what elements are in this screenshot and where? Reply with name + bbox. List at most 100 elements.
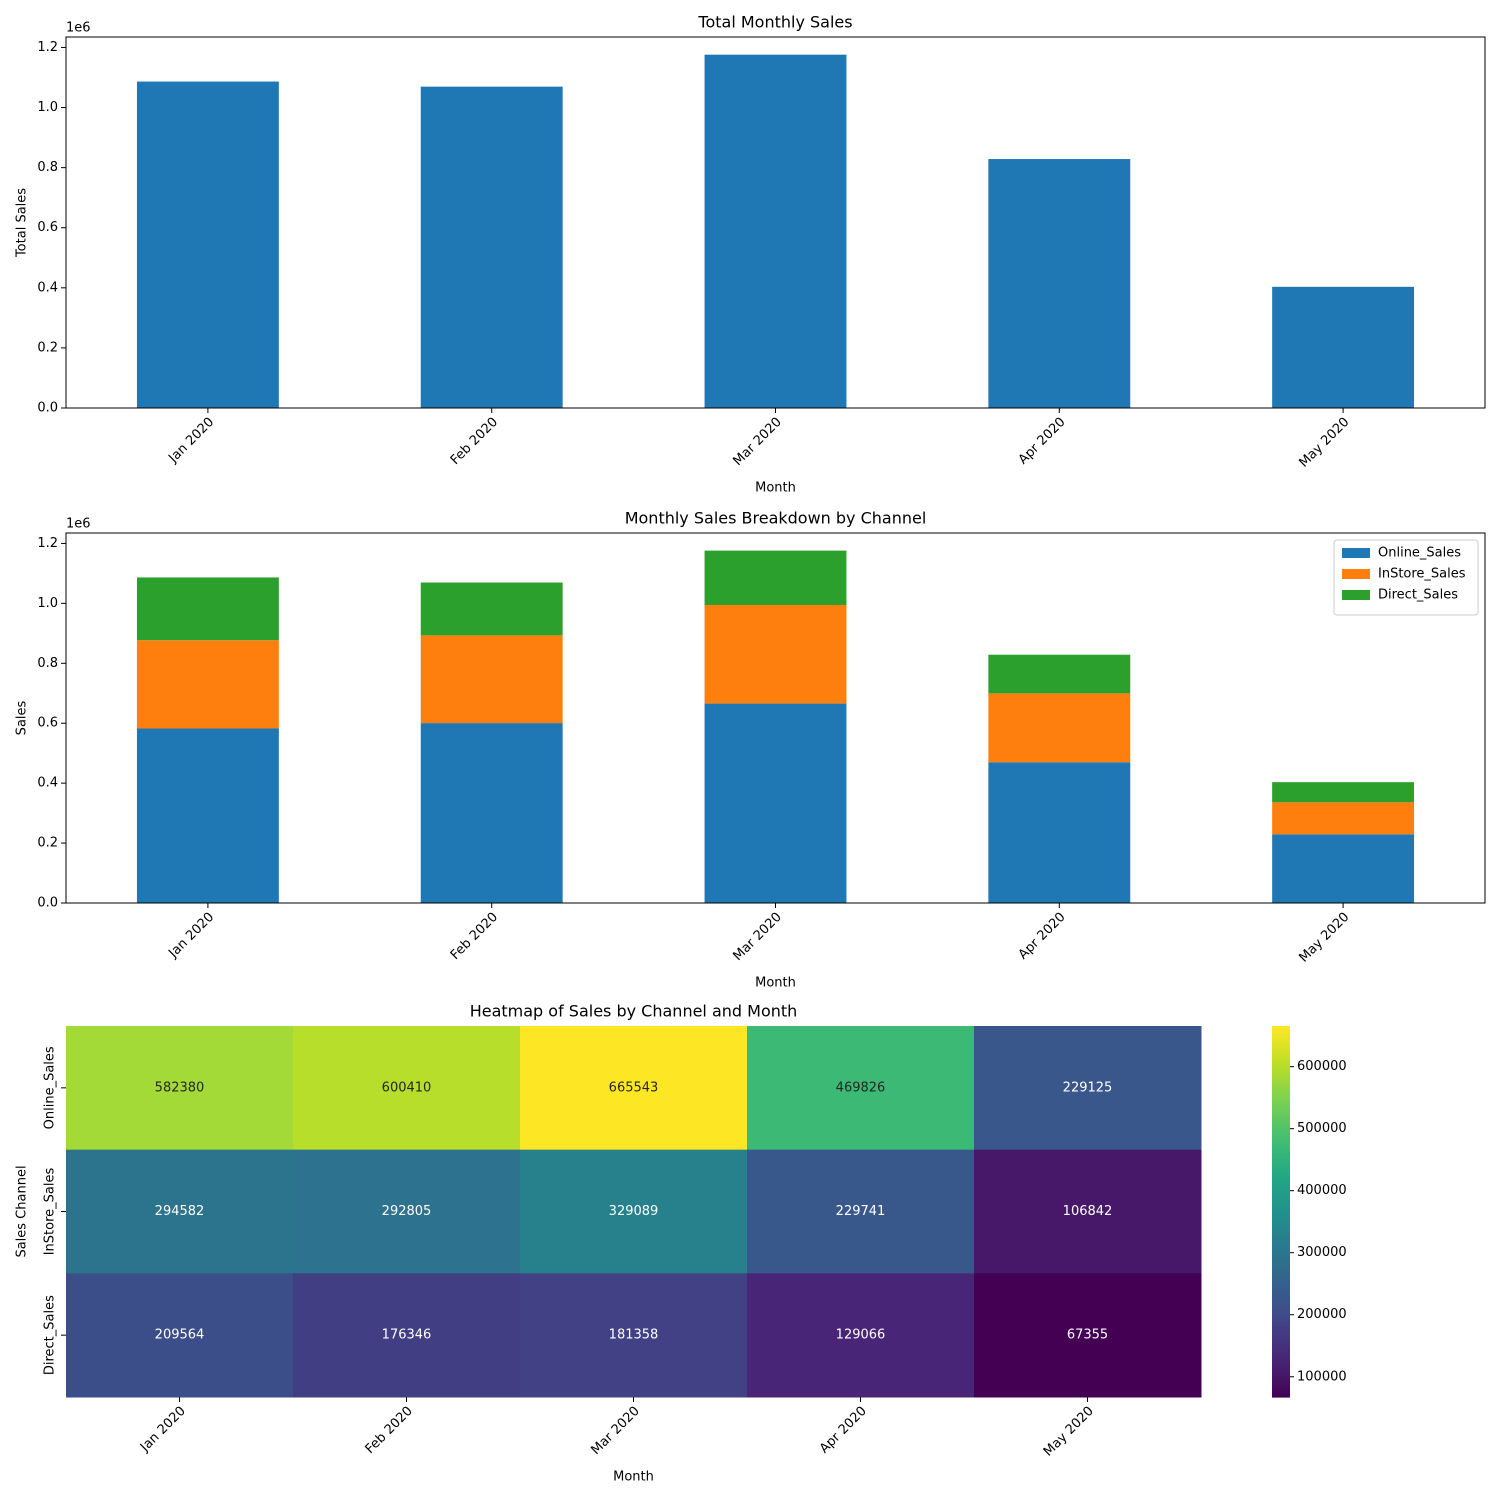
heatmap-cell xyxy=(747,1149,975,1274)
heatmap-cell xyxy=(974,1273,1202,1398)
colorbar-step xyxy=(1272,1248,1290,1253)
colorbar-step xyxy=(1272,1103,1290,1107)
y-tick-label: Direct_Sales xyxy=(43,1295,58,1375)
colorbar-step xyxy=(1272,1260,1290,1265)
colorbar-step xyxy=(1272,1322,1290,1327)
colorbar-step xyxy=(1272,1288,1290,1293)
colorbar-step xyxy=(1272,1214,1290,1219)
y-tick-label: InStore_Sales xyxy=(43,1168,58,1256)
x-tick-label: Apr 2020 xyxy=(1016,415,1069,468)
colorbar-step xyxy=(1272,1029,1290,1033)
y-tick-label: 0.2 xyxy=(37,836,58,851)
colorbar-step xyxy=(1272,1384,1290,1389)
cell-label: 106842 xyxy=(1063,1204,1113,1219)
colorbar-step xyxy=(1272,1239,1290,1244)
axes-frame xyxy=(65,532,1486,904)
cell-label: 292805 xyxy=(382,1204,432,1219)
colorbar-step xyxy=(1272,1041,1290,1046)
heatmap-cell xyxy=(520,1149,748,1274)
x-tick-label: May 2020 xyxy=(1296,415,1352,471)
bar xyxy=(988,159,1131,408)
bar-segment xyxy=(704,703,847,903)
colorbar-step xyxy=(1272,1196,1290,1200)
colorbar-step xyxy=(1272,1242,1290,1247)
colorbar-step xyxy=(1272,1180,1290,1185)
colorbar-step xyxy=(1272,1146,1290,1151)
y-tick-label: 1.0 xyxy=(37,596,58,611)
colorbar-step xyxy=(1272,1112,1290,1117)
x-tick-label: Apr 2020 xyxy=(1016,910,1069,963)
cell-label: 181358 xyxy=(609,1328,659,1343)
colorbar-step xyxy=(1272,1313,1290,1318)
bar xyxy=(136,81,279,409)
cell-label: 600410 xyxy=(382,1080,432,1095)
bar-segment xyxy=(704,604,847,704)
colorbar-tick-label: 300000 xyxy=(1297,1245,1347,1260)
cell-label: 229741 xyxy=(836,1204,886,1219)
bar xyxy=(420,86,563,408)
colorbar-step xyxy=(1272,1387,1290,1392)
colorbar-step xyxy=(1272,1304,1290,1308)
bar xyxy=(704,54,847,408)
cell-label: 294582 xyxy=(155,1204,205,1219)
colorbar-step xyxy=(1272,1032,1290,1036)
colorbar-step xyxy=(1272,1341,1290,1346)
colorbar-step xyxy=(1272,1319,1290,1324)
colorbar-step xyxy=(1272,1038,1290,1043)
colorbar-step xyxy=(1272,1035,1290,1039)
colorbar-step xyxy=(1272,1359,1290,1364)
colorbar-step xyxy=(1272,1291,1290,1296)
colorbar-step xyxy=(1272,1118,1290,1123)
y-tick-label: 0.4 xyxy=(37,280,58,295)
chart-title: Total Monthly Sales xyxy=(697,13,852,32)
cell-label: 665543 xyxy=(609,1080,659,1095)
bar-segment xyxy=(1272,834,1415,903)
colorbar-step xyxy=(1272,1189,1290,1194)
colorbar-step xyxy=(1272,1267,1290,1271)
y-offset-label: 1e6 xyxy=(66,21,91,36)
bar-segment xyxy=(988,762,1131,903)
colorbar-step xyxy=(1272,1090,1290,1095)
heatmap-cell xyxy=(747,1273,975,1398)
x-tick-label: Jan 2020 xyxy=(165,415,217,467)
heatmap-cell xyxy=(66,1273,294,1398)
colorbar-step xyxy=(1272,1362,1290,1367)
colorbar-step xyxy=(1272,1226,1290,1231)
colorbar-step xyxy=(1272,1152,1290,1157)
y-axis-label: Sales xyxy=(15,700,30,735)
colorbar-step xyxy=(1272,1097,1290,1101)
x-axis-label: Month xyxy=(613,1470,654,1485)
colorbar-step xyxy=(1272,1375,1290,1380)
x-tick-label: Feb 2020 xyxy=(448,910,501,963)
heatmap-cell xyxy=(520,1273,748,1398)
colorbar-step xyxy=(1272,1171,1290,1175)
colorbar-step xyxy=(1272,1211,1290,1216)
legend-label: Online_Sales xyxy=(1378,546,1461,561)
colorbar-step xyxy=(1272,1335,1290,1339)
colorbar-step xyxy=(1272,1121,1290,1126)
heatmap-cell xyxy=(293,1149,521,1274)
heatmap-cell xyxy=(66,1026,294,1151)
colorbar-step xyxy=(1272,1223,1290,1228)
x-tick-label: Apr 2020 xyxy=(817,1404,870,1457)
cell-label: 582380 xyxy=(155,1080,205,1095)
legend-swatch xyxy=(1342,548,1370,558)
x-tick-label: Feb 2020 xyxy=(448,415,501,468)
colorbar-step xyxy=(1272,1026,1290,1030)
y-tick-label: 0.6 xyxy=(37,220,58,235)
x-tick-label: May 2020 xyxy=(1041,1404,1097,1460)
colorbar-step xyxy=(1272,1060,1290,1064)
colorbar-step xyxy=(1272,1056,1290,1061)
colorbar-step xyxy=(1272,1276,1290,1281)
colorbar-step xyxy=(1272,1128,1290,1132)
colorbar-step xyxy=(1272,1168,1290,1172)
y-tick-label: 0.6 xyxy=(37,716,58,731)
colorbar-step xyxy=(1272,1174,1290,1179)
y-tick-label: 0.4 xyxy=(37,776,58,791)
colorbar-step xyxy=(1272,1087,1290,1092)
colorbar-step xyxy=(1272,1205,1290,1210)
y-tick-label: 1.0 xyxy=(37,100,58,115)
x-tick-label: Mar 2020 xyxy=(589,1404,643,1458)
